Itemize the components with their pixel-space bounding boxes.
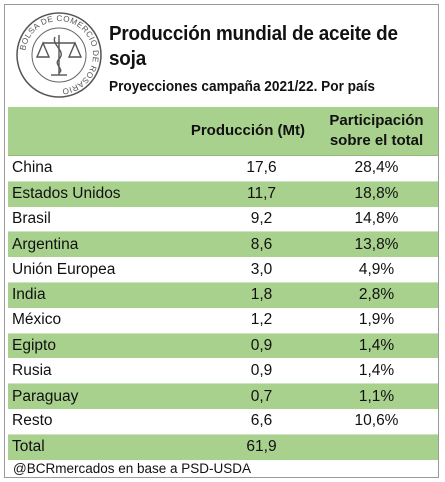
share-cell: 13,8% xyxy=(315,231,438,258)
chart-frame: BOLSA DE COMERCIO DE ROSARIO Producción … xyxy=(4,4,439,478)
production-cell: 11,7 xyxy=(172,181,315,207)
share-cell: 10,6% xyxy=(315,408,438,435)
production-cell: 0,9 xyxy=(172,358,315,385)
production-cell: 9,2 xyxy=(172,206,315,233)
country-cell: Argentina xyxy=(8,231,172,258)
country-cell: India xyxy=(8,282,172,308)
table-body: China 17,6 28,4% Estados Unidos 11,7 18,8% Bra… xyxy=(8,155,438,460)
share-cell: 1,4% xyxy=(315,358,438,385)
country-cell: Unión Europea xyxy=(8,257,172,283)
production-cell: 17,6 xyxy=(172,155,315,182)
country-cell: México xyxy=(8,307,172,334)
country-cell: Resto xyxy=(8,408,172,435)
share-cell: 4,9% xyxy=(315,257,438,283)
production-cell: 0,9 xyxy=(172,333,315,359)
share-cell: 18,8% xyxy=(315,181,438,207)
column-header-country xyxy=(8,107,172,156)
total-label-cell: Total xyxy=(8,433,172,460)
table-row: Estados Unidos 11,7 18,8% xyxy=(8,181,438,207)
production-cell: 0,7 xyxy=(172,383,315,409)
table-row: México 1,2 1,9% xyxy=(8,307,438,334)
table-row: Unión Europea 3,0 4,9% xyxy=(8,257,438,283)
chart-header: BOLSA DE COMERCIO DE ROSARIO Producción … xyxy=(5,5,440,107)
country-cell: Estados Unidos xyxy=(8,181,172,207)
share-cell: 1,4% xyxy=(315,333,438,359)
share-cell: 1,1% xyxy=(315,383,438,409)
table-row: Brasil 9,2 14,8% xyxy=(8,206,438,233)
table-row: India 1,8 2,8% xyxy=(8,282,438,308)
country-cell: Egipto xyxy=(8,333,172,359)
share-cell: 2,8% xyxy=(315,282,438,308)
share-cell: 1,9% xyxy=(315,307,438,334)
production-cell: 6,6 xyxy=(172,408,315,435)
share-cell: 14,8% xyxy=(315,206,438,233)
share-cell: 28,4% xyxy=(315,155,438,182)
production-cell: 1,8 xyxy=(172,282,315,308)
bcr-seal-logo: BOLSA DE COMERCIO DE ROSARIO xyxy=(16,12,102,98)
column-header-share: Participación sobre el total xyxy=(315,107,438,156)
table-row: Paraguay 0,7 1,1% xyxy=(8,383,438,409)
country-cell: Rusia xyxy=(8,358,172,385)
country-cell: Brasil xyxy=(8,206,172,233)
column-header-production: Producción (Mt) xyxy=(172,107,315,156)
country-cell: China xyxy=(8,155,172,182)
table-row: Egipto 0,9 1,4% xyxy=(8,333,438,359)
table-row: Resto 6,6 10,6% xyxy=(8,408,438,435)
source-note: @BCRmercados en base a PSD-USDA xyxy=(13,461,252,476)
production-cell: 8,6 xyxy=(172,231,315,258)
chart-title: Producción mundial de aceite de soja xyxy=(109,22,398,70)
total-row: Total 61,9 xyxy=(8,433,438,460)
table-header-row: Producción (Mt) Participación sobre el t… xyxy=(8,107,438,156)
country-cell: Paraguay xyxy=(8,383,172,409)
table-row: Rusia 0,9 1,4% xyxy=(8,358,438,385)
total-share-cell xyxy=(315,433,438,460)
production-cell: 1,2 xyxy=(172,307,315,334)
total-production-cell: 61,9 xyxy=(172,433,315,460)
data-table: Producción (Mt) Participación sobre el t… xyxy=(8,107,438,460)
table-row: Argentina 8,6 13,8% xyxy=(8,231,438,258)
production-cell: 3,0 xyxy=(172,257,315,283)
chart-subtitle: Proyecciones campaña 2021/22. Por país xyxy=(109,79,375,95)
table-row: China 17,6 28,4% xyxy=(8,155,438,182)
